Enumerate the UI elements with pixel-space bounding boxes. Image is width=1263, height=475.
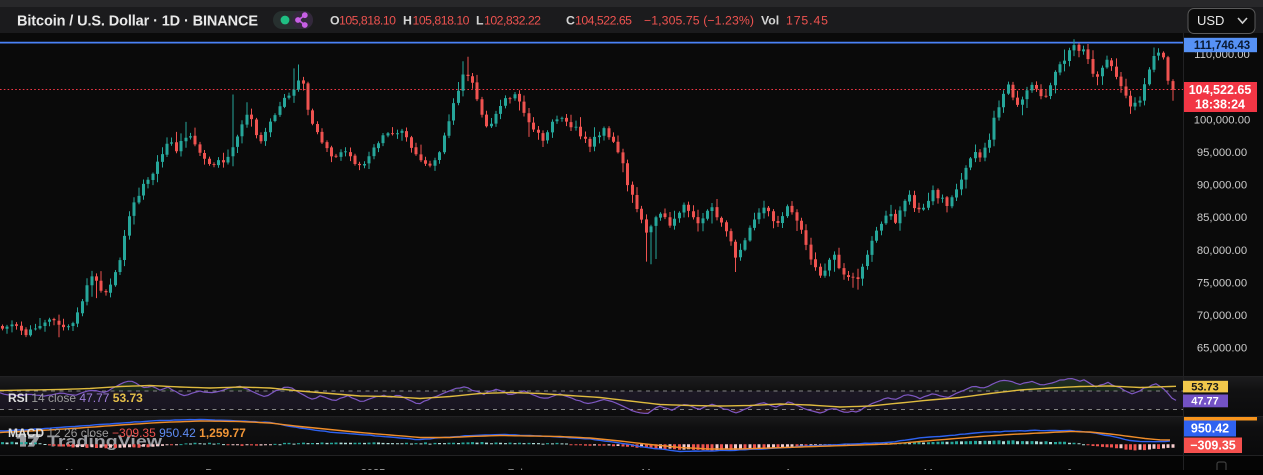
svg-text:85,000.00: 85,000.00 — [1197, 212, 1247, 224]
svg-text:O: O — [330, 14, 340, 28]
svg-text:102,832.22: 102,832.22 — [484, 14, 541, 28]
svg-text:−1,305.75 (−1.23%): −1,305.75 (−1.23%) — [644, 14, 754, 28]
svg-text:65,000.00: 65,000.00 — [1197, 343, 1247, 355]
svg-text:95,000.00: 95,000.00 — [1197, 147, 1247, 159]
svg-text:70,000.00: 70,000.00 — [1197, 310, 1247, 322]
svg-text:L: L — [476, 14, 484, 28]
svg-text:104,522.65: 104,522.65 — [575, 14, 632, 28]
svg-text:100,000.00: 100,000.00 — [1194, 114, 1251, 126]
svg-text:Vol: Vol — [761, 14, 779, 28]
svg-text:MACD 12 26 close −309.35 950.4: MACD 12 26 close −309.35 950.42 1,259.77 — [8, 426, 246, 440]
svg-text:104,522.65: 104,522.65 — [1189, 83, 1252, 97]
svg-text:53.73: 53.73 — [1191, 381, 1219, 393]
svg-text:−309.35: −309.35 — [1190, 439, 1236, 453]
svg-text:47.77: 47.77 — [1191, 396, 1219, 408]
svg-text:75,000.00: 75,000.00 — [1197, 277, 1247, 289]
svg-text:18:38:24: 18:38:24 — [1195, 98, 1245, 112]
svg-text:105,818.10: 105,818.10 — [339, 14, 396, 28]
svg-text:950.42: 950.42 — [1191, 422, 1229, 436]
svg-text:C: C — [566, 14, 575, 28]
svg-text:Bitcoin / U.S. Dollar · 1D · B: Bitcoin / U.S. Dollar · 1D · BINANCE — [17, 14, 258, 30]
svg-text:RSI 14 close 47.77 53.73: RSI 14 close 47.77 53.73 — [8, 391, 143, 405]
svg-text:H: H — [403, 14, 412, 28]
svg-text:105,818.10: 105,818.10 — [413, 14, 470, 28]
svg-text:USD: USD — [1197, 13, 1224, 28]
svg-text:111,746.43: 111,746.43 — [1194, 40, 1250, 52]
svg-text:90,000.00: 90,000.00 — [1197, 180, 1247, 192]
svg-text:80,000.00: 80,000.00 — [1197, 245, 1247, 257]
svg-text:175.45: 175.45 — [786, 14, 828, 28]
